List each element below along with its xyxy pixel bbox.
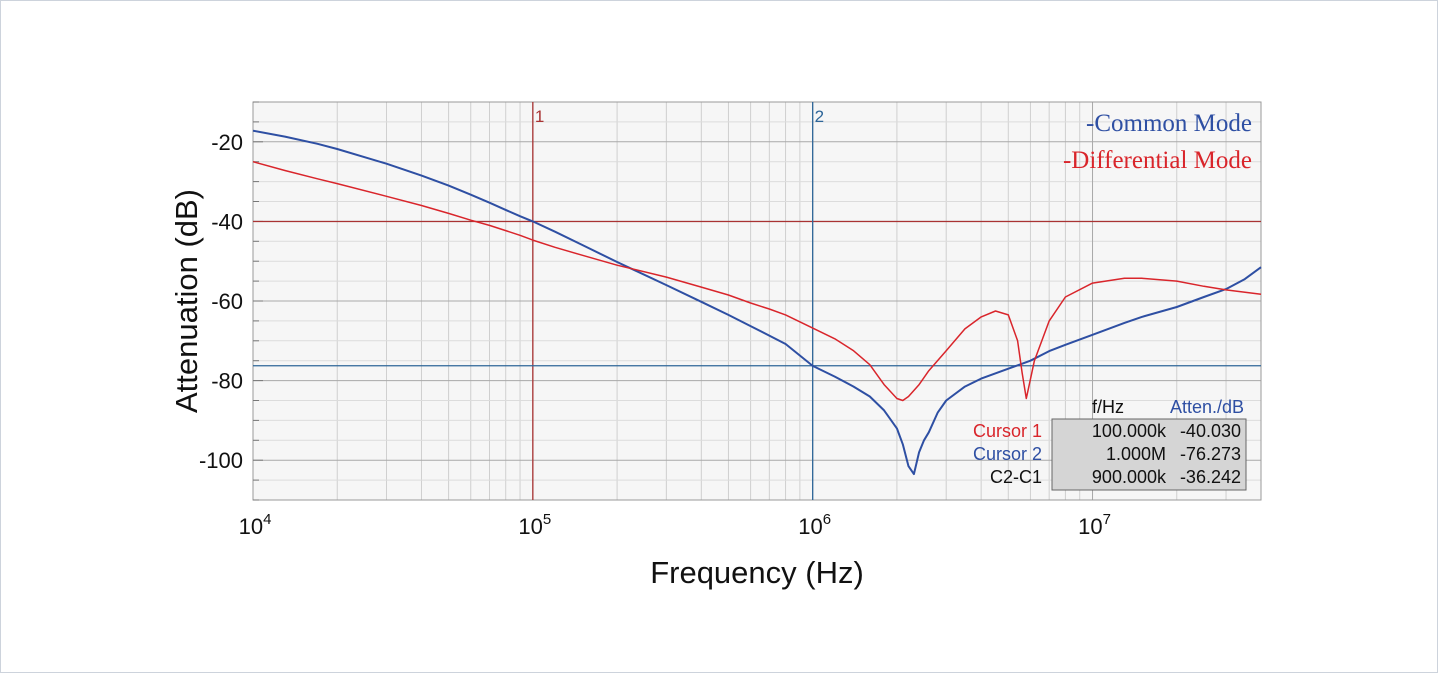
cursor-table-row-atten: -76.273 — [1180, 444, 1241, 464]
cursor-table-row-atten: -36.242 — [1180, 467, 1241, 487]
cursor-table-row-freq: 1.000M — [1106, 444, 1166, 464]
x-tick-label: 107 — [1078, 511, 1111, 539]
series-line-differential-mode — [252, 160, 1262, 402]
cursor-table-row-label: C2-C1 — [990, 467, 1042, 487]
y-axis-title: Attenuation (dB) — [169, 189, 204, 413]
y-tick-label: -40 — [211, 209, 243, 234]
x-tick-exponent: 4 — [263, 511, 271, 528]
cursor-2-label: 2 — [815, 107, 824, 126]
x-tick-label: 104 — [239, 511, 272, 539]
cursor-table-box — [1051, 418, 1247, 491]
cursor-table-row-freq: 900.000k — [1092, 467, 1167, 487]
x-tick-label: 106 — [798, 511, 831, 539]
x-tick-exponent: 7 — [1103, 511, 1111, 528]
cursor-table-header-atten: Atten./dB — [1170, 397, 1244, 417]
y-tick-label: -20 — [211, 130, 243, 155]
x-tick-base: 10 — [239, 514, 263, 539]
cursor-table-header-freq: f/Hz — [1092, 397, 1124, 417]
y-tick-label: -80 — [211, 369, 243, 394]
cursor-table-row-label: Cursor 2 — [973, 444, 1042, 464]
cursor-table-row-atten: -40.030 — [1180, 421, 1241, 441]
x-tick-base: 10 — [518, 514, 542, 539]
cursor-table-row-freq: 100.000k — [1092, 421, 1167, 441]
x-tick-base: 10 — [798, 514, 822, 539]
cursor-table-row-label: Cursor 1 — [973, 421, 1042, 441]
x-tick-exponent: 5 — [543, 511, 551, 528]
y-tick-label: -60 — [211, 289, 243, 314]
series-line-common-mode — [252, 129, 1262, 476]
x-axis-title: Frequency (Hz) — [650, 555, 864, 590]
legend-entry-common-mode: -Common Mode — [1086, 110, 1252, 137]
y-tick-label: -100 — [199, 448, 243, 473]
legend-entry-differential-mode: -Differential Mode — [1063, 147, 1252, 174]
x-tick-label: 105 — [518, 511, 551, 539]
x-tick-exponent: 6 — [823, 511, 831, 528]
x-tick-base: 10 — [1078, 514, 1102, 539]
cursor-1-label: 1 — [535, 107, 544, 126]
